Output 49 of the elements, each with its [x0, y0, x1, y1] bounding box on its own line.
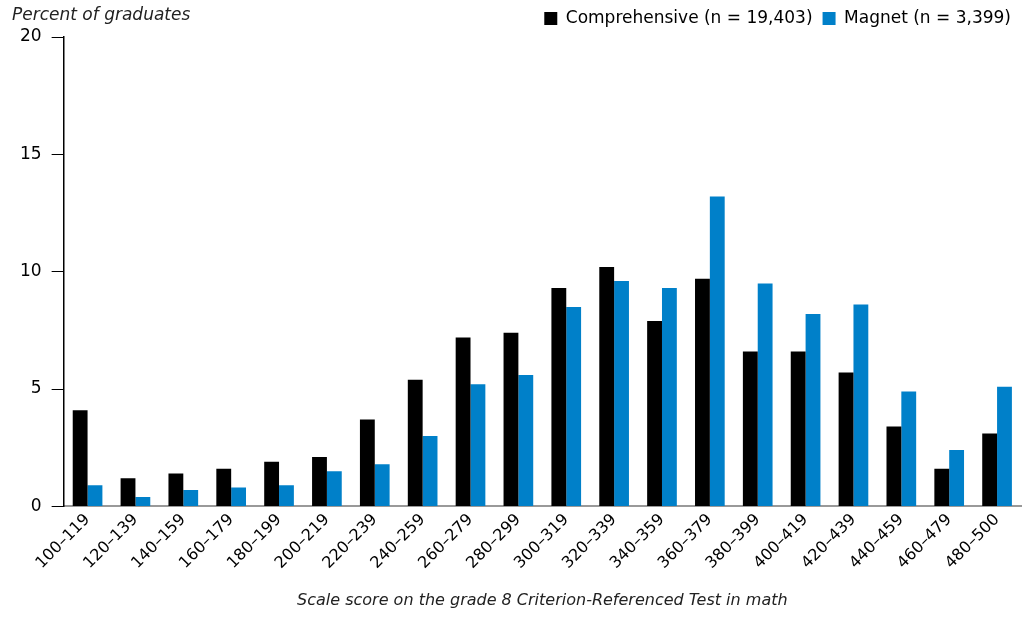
- bar: [599, 267, 615, 506]
- bar: [661, 288, 677, 506]
- bar: [551, 288, 567, 506]
- bar: [757, 283, 773, 506]
- bar: [997, 386, 1012, 506]
- bar: [455, 337, 471, 506]
- bar: [407, 379, 423, 506]
- bar: [805, 313, 821, 506]
- bar: [901, 391, 917, 506]
- legend-label: Comprehensive (n = 19,403): [565, 6, 813, 27]
- y-axis-title: Percent of graduates: [12, 4, 191, 24]
- bar: [503, 332, 519, 506]
- bar: [566, 306, 582, 506]
- y-tick-label: 0: [30, 494, 42, 515]
- bar: [374, 464, 390, 506]
- bar: [326, 471, 342, 506]
- bar: [982, 433, 998, 506]
- x-axis-title: Scale score on the grade 8 Criterion-Referenced Test in math: [297, 589, 788, 609]
- bar: [709, 196, 725, 506]
- bar: [359, 419, 375, 506]
- y-tick-label: 15: [19, 142, 42, 163]
- bar: [886, 426, 902, 506]
- legend-label: Magnet (n = 3,399): [844, 6, 1011, 27]
- bar: [934, 468, 950, 506]
- bar: [72, 410, 88, 506]
- bar: [790, 351, 806, 506]
- bar: [949, 450, 965, 506]
- bar: [264, 461, 280, 506]
- y-tick-label: 20: [19, 25, 42, 46]
- bar: [470, 384, 486, 506]
- bar: [183, 489, 199, 506]
- bar: [647, 320, 662, 506]
- bar: [695, 278, 710, 506]
- bar: [231, 487, 247, 506]
- y-tick-label: 5: [30, 377, 42, 398]
- bar: [279, 485, 294, 506]
- bar: [838, 372, 854, 506]
- bar: [614, 281, 629, 506]
- bar: [87, 485, 103, 506]
- bar: [135, 496, 151, 506]
- bar: [168, 473, 184, 506]
- bar: [216, 468, 232, 506]
- bar: [120, 478, 136, 506]
- y-tick-label: 10: [19, 260, 42, 281]
- bar: [312, 457, 327, 506]
- bar: [518, 374, 534, 506]
- bar: [853, 304, 869, 506]
- bar: [422, 435, 438, 506]
- bar: [742, 351, 758, 506]
